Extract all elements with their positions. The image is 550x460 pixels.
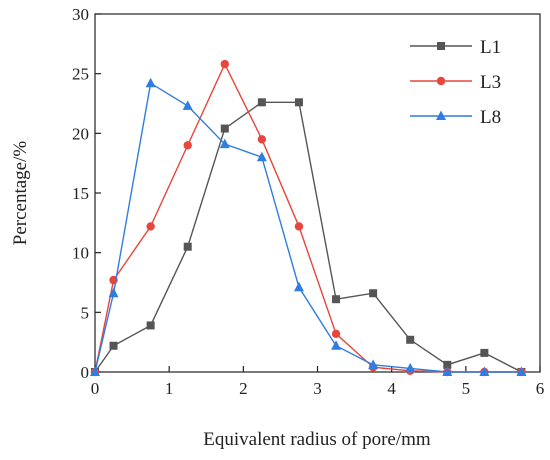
legend-label-l8: L8: [480, 107, 501, 128]
x-tick-label: 2: [239, 379, 248, 398]
data-point-l1: [332, 295, 341, 304]
data-point-l8: [405, 362, 416, 373]
y-tick-label: 0: [81, 363, 90, 382]
data-point-l8: [90, 366, 100, 376]
x-tick-label: 6: [536, 379, 545, 398]
data-point-l8: [331, 340, 342, 350]
legend-label-l1: L1: [480, 37, 501, 58]
data-point-l1: [183, 242, 192, 251]
y-tick-label: 15: [72, 184, 89, 203]
data-point-l3: [183, 141, 192, 150]
data-point-l3: [331, 329, 341, 339]
legend-marker-l8: [436, 110, 446, 120]
x-tick-label: 3: [313, 379, 322, 398]
plot-frame: [94, 13, 541, 373]
legend-label-l3: L3: [480, 72, 501, 93]
plot-area: [94, 13, 541, 373]
legend-marker-l1: [437, 42, 445, 50]
data-point-l8: [368, 359, 379, 369]
x-axis-title: Equivalent radius of pore/mm: [203, 429, 431, 450]
y-tick-label: 30: [72, 5, 89, 24]
data-point-l8: [479, 366, 490, 376]
legend-marker-l3: [436, 76, 446, 86]
y-tick-label: 5: [81, 303, 90, 322]
y-axis-title: Percentage/%: [10, 141, 31, 246]
data-point-l8: [256, 151, 267, 162]
data-point-l3: [146, 222, 155, 231]
data-point-l8: [182, 100, 193, 110]
y-tick-label: 25: [72, 65, 89, 84]
data-point-l8: [516, 366, 527, 376]
y-axis: 0 5 10 15 20 25 30: [72, 5, 101, 382]
x-tick-label: 4: [387, 379, 396, 398]
y-tick-label: 10: [72, 244, 89, 263]
x-axis: 0 1 2 3 4 5 6: [91, 366, 545, 398]
data-point-l8: [293, 281, 304, 292]
series-line-l3: [94, 62, 522, 373]
data-point-l1: [257, 98, 266, 107]
y-tick-label: 20: [72, 124, 89, 143]
data-point-l8: [145, 77, 156, 88]
data-point-l8: [108, 287, 119, 298]
legend: L1 L3 L8: [410, 37, 501, 128]
series-l1: [91, 98, 526, 376]
series-l3: [90, 59, 526, 377]
data-point-l8: [442, 366, 453, 376]
data-point-l8: [219, 138, 230, 149]
data-point-l3: [257, 135, 267, 144]
series-line-l1: [94, 101, 522, 373]
series-l8: [90, 77, 527, 376]
series-layer: [90, 59, 527, 377]
x-tick-label: 0: [91, 379, 100, 398]
x-tick-label: 5: [462, 379, 471, 398]
data-point-l3: [294, 222, 304, 231]
data-point-l1: [109, 341, 118, 350]
x-tick-label: 1: [165, 379, 174, 398]
data-point-l1: [294, 98, 303, 107]
series-line-l8: [94, 82, 522, 373]
data-point-l1: [146, 321, 155, 330]
data-point-l3: [220, 59, 229, 69]
data-point-l1: [369, 289, 378, 298]
data-point-l1: [220, 124, 229, 133]
data-point-l1: [480, 348, 489, 357]
data-point-l1: [443, 360, 452, 369]
data-point-l1: [406, 335, 415, 344]
